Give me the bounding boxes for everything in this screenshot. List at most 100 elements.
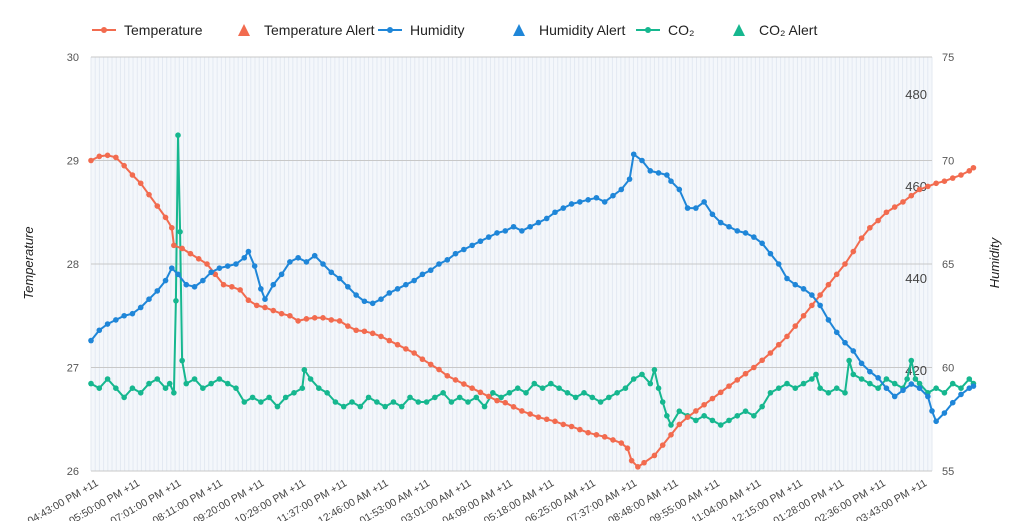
- data-point-co2: [676, 408, 683, 415]
- data-point-temperature: [933, 180, 939, 187]
- data-point-co2: [693, 417, 699, 424]
- data-point-humidity: [378, 296, 384, 302]
- data-point-temperature: [510, 404, 517, 410]
- data-point-humidity: [233, 261, 239, 267]
- data-point-co2: [664, 413, 670, 419]
- data-point-humidity: [655, 170, 662, 176]
- data-point-temperature: [245, 297, 252, 304]
- data-point-co2: [179, 357, 185, 364]
- data-point-co2: [523, 390, 529, 396]
- data-point-temperature: [684, 414, 691, 420]
- data-point-humidity: [121, 312, 127, 319]
- left-tick-label: 28: [67, 259, 79, 271]
- data-point-humidity: [494, 230, 500, 236]
- left-axis-title: Temperature: [21, 226, 36, 299]
- data-point-temperature: [113, 154, 119, 161]
- data-point-temperature: [535, 414, 542, 420]
- series-group: [88, 132, 977, 470]
- data-point-co2: [726, 417, 732, 424]
- data-point-co2: [792, 385, 799, 392]
- data-point-co2: [833, 385, 840, 392]
- data-point-temperature: [659, 442, 666, 448]
- data-point-co2: [200, 385, 206, 392]
- data-point-humidity: [88, 337, 94, 344]
- data-point-co2: [622, 385, 629, 392]
- data-point-humidity: [916, 385, 923, 392]
- data-point-humidity: [328, 269, 335, 276]
- data-point-co2: [216, 376, 223, 382]
- data-point-temperature: [809, 302, 815, 309]
- co2-tick-label: 440: [905, 271, 927, 286]
- data-point-co2: [709, 417, 716, 424]
- data-point-humidity: [664, 172, 670, 178]
- legend-item: Temperature: [92, 22, 203, 38]
- data-point-temperature: [560, 421, 567, 428]
- data-point-humidity: [717, 219, 724, 226]
- data-point-temperature: [709, 395, 716, 402]
- data-point-humidity: [925, 393, 931, 400]
- data-point-humidity: [452, 250, 459, 257]
- data-point-co2: [382, 403, 388, 410]
- data-point-humidity: [825, 317, 832, 323]
- data-point-temperature: [635, 464, 641, 470]
- data-point-co2: [639, 371, 645, 378]
- data-point-co2: [316, 385, 322, 392]
- data-point-humidity: [833, 329, 840, 336]
- data-point-humidity: [751, 234, 757, 240]
- data-point-humidity: [295, 254, 301, 261]
- data-point-humidity: [784, 275, 790, 282]
- data-point-co2: [589, 394, 596, 401]
- data-point-temperature: [784, 333, 790, 340]
- data-point-humidity: [734, 228, 741, 234]
- data-point-co2: [162, 385, 169, 392]
- data-point-temperature: [137, 180, 144, 187]
- legend: Temperature Temperature Alert Humidity Humi…: [92, 22, 817, 38]
- data-point-temperature: [867, 224, 873, 231]
- data-point-co2: [846, 357, 852, 364]
- data-point-temperature: [891, 204, 898, 210]
- data-point-humidity: [535, 219, 542, 226]
- left-tick-label: 30: [67, 52, 79, 64]
- data-point-humidity: [941, 410, 948, 416]
- data-point-co2: [154, 376, 161, 382]
- data-point-temperature: [916, 186, 923, 193]
- data-point-co2: [941, 390, 948, 396]
- data-point-co2: [784, 380, 790, 387]
- data-point-co2: [233, 385, 239, 392]
- data-point-temperature: [303, 316, 310, 322]
- data-point-humidity: [245, 248, 252, 255]
- legend-swatch-dot: [645, 27, 651, 33]
- data-point-humidity: [668, 178, 674, 184]
- legend-label: Humidity Alert: [539, 22, 625, 38]
- data-point-temperature: [568, 423, 575, 430]
- data-point-co2: [875, 385, 881, 392]
- data-point-humidity: [577, 199, 583, 205]
- legend-label: CO₂ Alert: [759, 22, 817, 38]
- series-temperature: [88, 152, 977, 470]
- data-point-temperature: [162, 214, 169, 221]
- data-point-humidity: [361, 298, 368, 305]
- data-point-co2: [742, 408, 749, 415]
- data-point-temperature: [311, 315, 318, 321]
- data-point-temperature: [403, 346, 409, 352]
- data-point-temperature: [220, 281, 227, 288]
- data-point-co2: [129, 385, 136, 392]
- legend-item: Humidity Alert: [513, 22, 625, 38]
- data-point-humidity: [867, 368, 873, 375]
- data-point-co2: [175, 132, 181, 138]
- left-axis-ticks: 26 27 28 29 30: [67, 52, 79, 478]
- data-point-co2: [415, 399, 422, 405]
- data-point-temperature: [469, 385, 475, 392]
- data-point-humidity: [175, 271, 181, 278]
- data-point-temperature: [949, 175, 956, 181]
- data-point-co2: [332, 399, 339, 405]
- data-point-temperature: [187, 250, 194, 257]
- data-point-humidity: [386, 290, 393, 296]
- data-point-temperature: [908, 192, 915, 199]
- data-point-temperature: [726, 383, 732, 389]
- data-point-humidity: [970, 383, 977, 389]
- data-point-temperature: [601, 434, 608, 440]
- data-point-co2: [606, 394, 612, 401]
- data-point-co2: [498, 394, 504, 401]
- data-point-co2: [224, 380, 231, 387]
